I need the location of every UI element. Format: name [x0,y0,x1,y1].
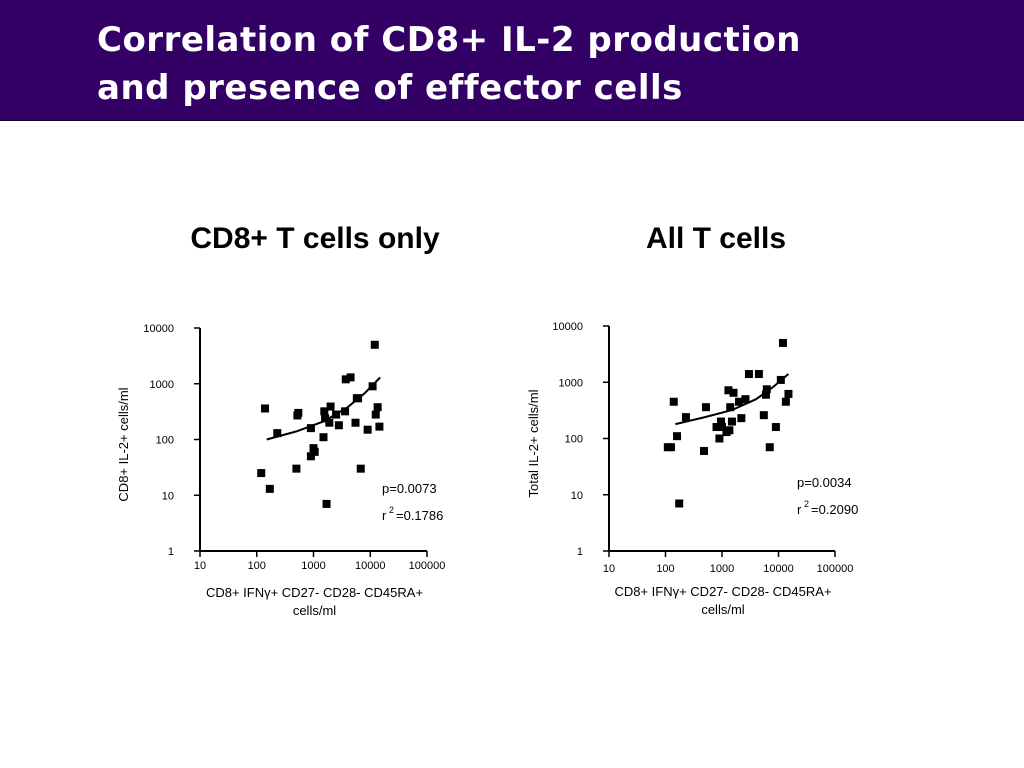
chart1-data-point [363,425,372,434]
chart1-data-point [292,464,301,473]
chart2-data-point [735,397,744,406]
chart1-data-point [351,418,360,427]
chart2-y-tick-label: 10000 [552,321,583,333]
chart2-r-superscript: 2 [804,499,809,509]
chart1-x-tick-label: 10000 [355,560,386,572]
chart1-y-tick-label: 10000 [143,323,174,335]
chart2-y-tick-label: 1000 [559,377,583,389]
chart2-x-tick-label: 1000 [710,563,734,575]
chart2-data-point [681,413,690,422]
chart1-y-tick-label: 10 [162,490,174,502]
chart1-data-point [322,499,331,508]
chart2-x-tick-label: 100 [656,563,674,575]
chart2-data-point [699,446,708,455]
chart2-data-point [784,389,793,398]
chart2-data-point [666,443,675,452]
chart2-data-point [771,423,780,432]
chart2-data-point [759,411,768,420]
chart2-data-point [741,395,750,404]
chart2-data-point [762,385,771,394]
chart1-data-point [294,408,303,417]
chart2-fit-curve [675,373,790,426]
chart2-data-point [754,370,763,379]
chart1-data-point [326,402,335,411]
slide-title-line-1: Correlation of CD8+ IL-2 production [97,20,802,60]
chart1-data-point [334,421,343,430]
chart1-p-value: p=0.0073 [382,481,437,496]
chart1-y-axis-title: CD8+ IL-2+ cells/ml [116,387,131,501]
chart1-data-point [320,407,329,416]
chart1-y-tick-label: 1 [168,546,174,558]
chart2-data-point [715,434,724,443]
chart2-data-point [727,417,736,426]
chart1-y-tick-label: 100 [156,435,174,447]
chart2-r-squared-value: =0.2090 [811,502,858,517]
chart2-data-point [761,390,770,399]
chart1-data-point [265,484,274,493]
chart2-data-point [729,388,738,397]
chart1-data-point [306,424,315,433]
chart2-data-point [724,386,733,395]
chart2-data-point [675,499,684,508]
chart2-data-point [673,432,682,441]
chart2-data-point [778,338,787,347]
chart2-y-tick-label: 100 [565,434,583,446]
chart1-data-point [375,422,384,431]
chart1-r-label: r [382,508,387,523]
chart2-data-point [781,397,790,406]
chart2-x-tick-label: 100000 [817,563,854,575]
chart1-x-axis-title-line2: cells/ml [293,603,336,618]
chart2-y-tick-label: 1 [577,546,583,558]
chart2-data-point [716,417,725,426]
panel-heading-right: All T cells [645,222,787,255]
chart1-data-point [346,373,355,382]
chart1-data-point [373,403,382,412]
chart2-data-point [669,397,678,406]
chart2-data-point [701,403,710,412]
chart1-data-point [257,469,266,478]
chart1-data-point [310,447,319,456]
chart1-fit-curve [266,376,381,441]
chart1-data-point [370,340,379,349]
chart1-x-tick-label: 10 [194,560,206,572]
chart1-x-tick-label: 100000 [409,560,446,572]
chart1-r-squared-value: =0.1786 [396,508,443,523]
chart2-x-tick-label: 10 [603,563,615,575]
chart2-y-tick-label: 10 [571,490,583,502]
chart1-x-tick-label: 100 [248,560,266,572]
chart1-data-point [321,414,330,423]
chart1-data-point [319,433,328,442]
chart2-r-label: r [797,502,802,517]
chart1-x-axis-title: CD8+ IFNγ+ CD27- CD28- CD45RA+ [206,585,423,600]
chart1-data-point [341,375,350,384]
chart1-data-point [325,418,334,427]
chart2-x-axis-title-line2: cells/ml [701,602,744,617]
chart2-p-value: p=0.0034 [797,475,852,490]
chart2-data-point [765,443,774,452]
chart2-data-point [718,423,726,432]
chart2-data-point [726,403,735,412]
chart2-data-point [712,423,721,432]
chart2-data-point [725,426,734,435]
chart2-x-axis-title: CD8+ IFNγ+ CD27- CD28- CD45RA+ [614,584,831,599]
chart1-data-point [306,452,315,461]
chart1-data-point [371,410,380,419]
title-banner: Correlation of CD8+ IL-2 production and … [0,0,1024,121]
chart1-data-point [273,429,282,438]
slide-title-line-2: and presence of effector cells [97,68,683,108]
chart1-r-superscript: 2 [389,505,394,515]
chart2-x-tick-label: 10000 [763,563,794,575]
chart2-data-point [737,414,746,423]
chart1-y-tick-label: 1000 [150,379,174,391]
chart1-data-point [261,404,270,413]
chart1-data-point [341,407,350,416]
panel-heading-left: CD8+ T cells only [190,222,440,255]
chart1-data-point [356,464,365,473]
chart2-data-point [744,370,753,379]
chart2-y-axis-title: Total IL-2+ cells/ml [526,389,541,497]
chart1-x-tick-label: 1000 [301,560,325,572]
